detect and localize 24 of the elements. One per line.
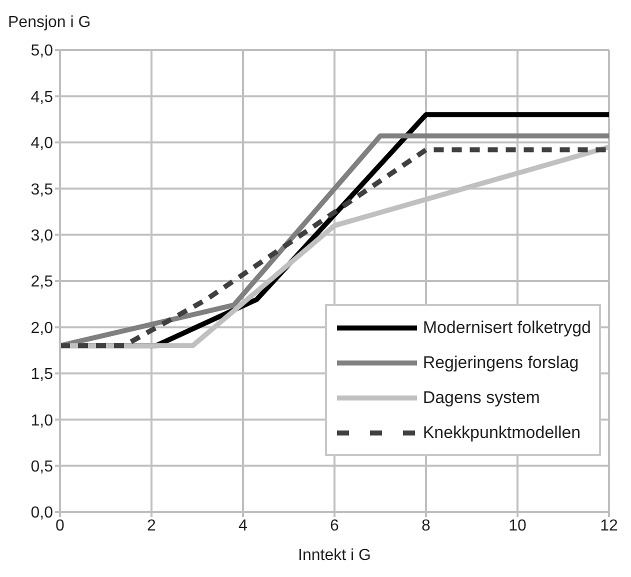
legend-label: Knekkpunktmodellen [422, 422, 581, 442]
x-tick-label: 6 [330, 517, 340, 534]
y-tick-label: 3,0 [30, 227, 54, 244]
y-tick-label: 4,5 [30, 88, 54, 106]
y-tick-label: 1,0 [30, 412, 54, 430]
y-tick-label: 1,5 [30, 366, 54, 384]
x-tick-label: 12 [600, 517, 618, 534]
y-tick-label: 0,5 [30, 458, 54, 476]
x-tick-label: 0 [56, 517, 65, 534]
x-tick-label: 8 [422, 517, 431, 534]
y-tick-label: 3,5 [30, 181, 54, 198]
y-tick-label: 4,0 [30, 135, 54, 152]
y-tick-label: 2,5 [30, 274, 54, 291]
x-tick-label: 2 [147, 517, 156, 534]
y-axis-title: Pensjon i G [8, 14, 91, 32]
legend-label: Regjeringens forslag [422, 352, 579, 372]
y-tick-label: 0,0 [30, 504, 54, 522]
x-axis-title: Inntekt i G [298, 547, 371, 564]
legend-label: Modernisert folketrygd [422, 318, 591, 338]
x-tick-label: 10 [508, 517, 526, 534]
y-tick-label: 2,0 [30, 320, 54, 337]
y-tick-label: 5,0 [30, 42, 54, 60]
legend-label: Dagens system [422, 388, 540, 408]
x-tick-label: 4 [238, 517, 248, 534]
